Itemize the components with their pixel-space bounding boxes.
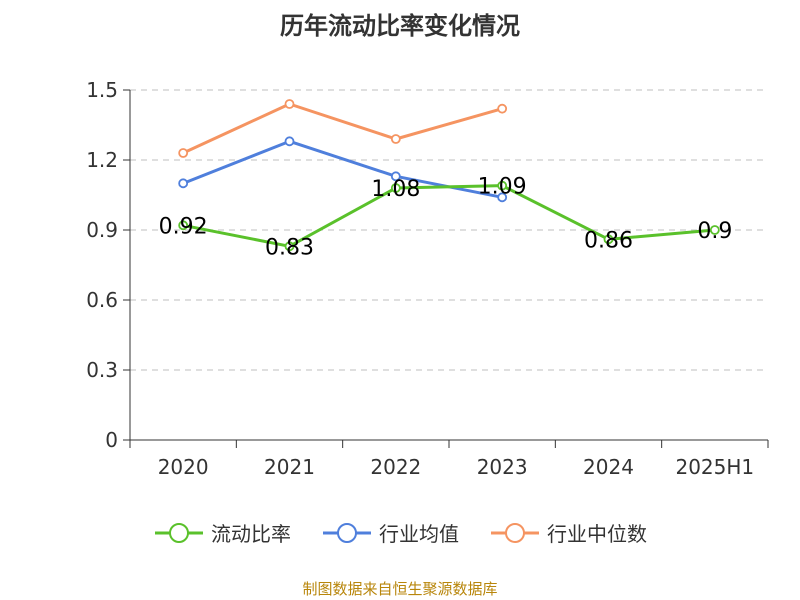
x-tick-label: 2025H1 — [675, 455, 754, 479]
series-line-0 — [182, 184, 715, 248]
axes: 0 0.3 0.6 0.9 1.2 1.5 2020 2021 2022 2023 2024 2025… — [86, 78, 769, 479]
data-label: 0.83 — [265, 235, 314, 260]
legend-marker-icon — [323, 522, 371, 543]
data-point — [178, 178, 189, 189]
legend-marker-icon — [155, 522, 203, 543]
data-point — [284, 136, 295, 147]
data-point — [284, 99, 295, 109]
data-label: 0.92 — [159, 214, 208, 239]
series-lines — [178, 99, 720, 252]
data-label: 1.08 — [371, 177, 420, 202]
legend-item-2[interactable]: 行业中位数 — [489, 518, 647, 547]
y-tick-label: 0.3 — [86, 358, 118, 382]
x-tick-label: 2021 — [264, 455, 315, 479]
data-point — [178, 220, 189, 231]
series-line-1 — [182, 139, 503, 199]
data-point — [390, 134, 401, 144]
x-tick-label: 2020 — [158, 455, 209, 479]
legend-item-1[interactable]: 行业均值 — [321, 518, 459, 547]
y-tick-label: 0.6 — [86, 288, 118, 312]
legend-label: 行业均值 — [379, 522, 459, 546]
legend: 流动比率 行业均值 行业中位数 — [0, 518, 800, 547]
y-tick-label: 0.9 — [86, 218, 118, 242]
y-tick-label: 1.5 — [86, 78, 118, 102]
data-label: 0.9 — [697, 219, 732, 244]
data-point — [709, 225, 720, 235]
legend-label: 行业中位数 — [547, 522, 647, 546]
data-point — [497, 192, 508, 203]
series-line-2 — [182, 102, 503, 155]
data-point — [284, 241, 295, 252]
data-point — [497, 180, 508, 191]
x-tick-label: 2024 — [583, 455, 634, 479]
chart-title: 历年流动比率变化情况 — [280, 12, 520, 40]
x-tick-label: 2023 — [477, 455, 528, 479]
data-point — [390, 171, 401, 182]
data-point — [603, 234, 614, 245]
y-tick-label: 0 — [105, 428, 118, 452]
legend-marker-icon — [491, 522, 539, 543]
grid-lines — [130, 89, 768, 371]
legend-label: 流动比率 — [211, 522, 291, 546]
y-tick-label: 1.2 — [86, 148, 118, 172]
data-point — [390, 183, 401, 193]
legend-item-0[interactable]: 流动比率 — [153, 518, 291, 547]
data-label: 1.09 — [478, 175, 527, 200]
data-label: 0.86 — [584, 228, 633, 253]
source-note: 制图数据来自恒生聚源数据库 — [302, 580, 498, 598]
x-tick-label: 2022 — [370, 455, 421, 479]
data-point — [497, 103, 508, 114]
data-point — [178, 148, 189, 158]
data-labels: 0.92 0.83 1.08 1.09 0.86 0.9 — [159, 175, 733, 261]
